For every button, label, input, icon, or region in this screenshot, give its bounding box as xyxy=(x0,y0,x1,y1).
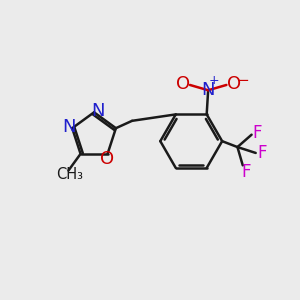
Text: N: N xyxy=(91,102,104,120)
Text: F: F xyxy=(241,163,250,181)
Text: N: N xyxy=(201,81,215,99)
Text: CH₃: CH₃ xyxy=(56,167,83,182)
Text: O: O xyxy=(227,75,241,93)
Text: O: O xyxy=(100,150,115,168)
Text: F: F xyxy=(257,144,267,162)
Text: N: N xyxy=(62,118,75,136)
Text: +: + xyxy=(208,74,219,87)
Text: −: − xyxy=(236,73,249,88)
Text: O: O xyxy=(176,75,190,93)
Text: F: F xyxy=(253,124,262,142)
